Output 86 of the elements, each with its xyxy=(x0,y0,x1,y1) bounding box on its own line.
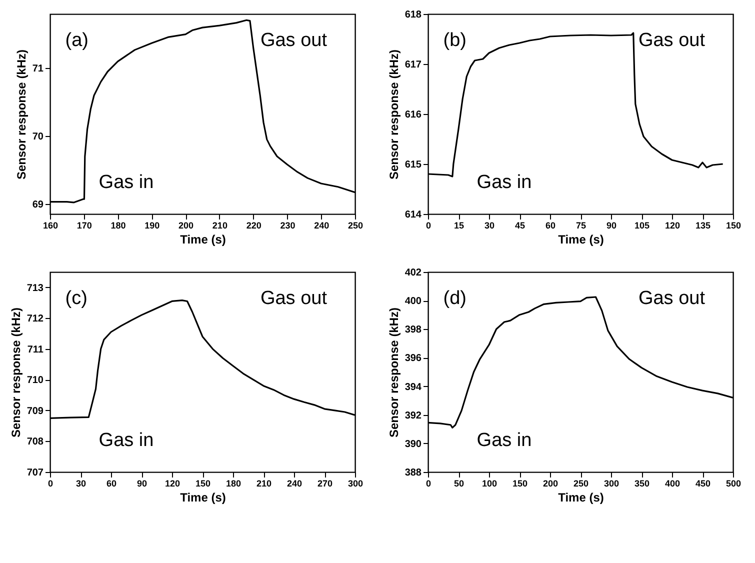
x-tick-label: 180 xyxy=(226,478,242,488)
x-tick-label: 75 xyxy=(576,220,586,230)
y-tick-label: 707 xyxy=(26,468,44,478)
y-tick-label: 402 xyxy=(404,268,422,278)
x-axis-title: Time (s) xyxy=(180,490,226,504)
annotation: (a) xyxy=(65,30,88,51)
x-tick-label: 90 xyxy=(136,478,148,488)
x-tick-label: 0 xyxy=(426,220,432,230)
annotation: Gas in xyxy=(98,172,154,193)
y-axis-title: Sensor response (kHz) xyxy=(386,49,401,180)
x-tick-label: 105 xyxy=(634,220,650,230)
x-tick-label: 220 xyxy=(246,220,262,230)
x-tick-label: 240 xyxy=(314,220,330,230)
x-tick-label: 450 xyxy=(695,478,711,488)
y-tick-label: 388 xyxy=(404,468,422,478)
x-tick-label: 400 xyxy=(664,478,680,488)
y-tick-label: 615 xyxy=(404,160,422,170)
y-tick-label: 713 xyxy=(26,282,44,294)
x-tick-label: 180 xyxy=(110,220,126,230)
y-tick-label: 616 xyxy=(404,110,422,120)
x-tick-label: 300 xyxy=(604,478,620,488)
y-tick-label: 398 xyxy=(404,324,422,336)
annotation: Gas out xyxy=(638,30,706,51)
y-tick-label: 614 xyxy=(404,210,422,220)
x-tick-label: 0 xyxy=(426,478,432,488)
x-tick-label: 270 xyxy=(317,478,333,488)
x-tick-label: 60 xyxy=(545,220,556,230)
x-tick-label: 15 xyxy=(454,220,464,230)
annotation: Gas in xyxy=(98,430,154,451)
y-tick-label: 709 xyxy=(26,406,44,417)
y-tick-label: 400 xyxy=(404,296,422,308)
x-tick-label: 45 xyxy=(514,220,526,230)
x-tick-label: 350 xyxy=(634,478,650,488)
y-tick-label: 394 xyxy=(404,382,422,393)
x-tick-label: 240 xyxy=(286,478,302,488)
x-tick-label: 0 xyxy=(48,478,54,488)
x-axis-title: Time (s) xyxy=(558,232,604,246)
x-tick-label: 500 xyxy=(726,478,742,488)
y-axis-title: Sensor response (kHz) xyxy=(8,307,23,438)
x-tick-label: 170 xyxy=(76,220,92,230)
x-tick-label: 230 xyxy=(280,220,296,230)
x-tick-label: 300 xyxy=(348,478,364,488)
x-tick-label: 200 xyxy=(178,220,194,230)
y-tick-label: 708 xyxy=(26,436,44,448)
y-axis-title: Sensor response (kHz) xyxy=(14,49,28,180)
y-tick-label: 396 xyxy=(404,353,422,364)
x-axis-title: Time (s) xyxy=(180,232,226,246)
annotation: Gas out xyxy=(260,288,328,309)
y-tick-label: 618 xyxy=(404,10,422,20)
x-tick-label: 135 xyxy=(695,220,711,230)
x-tick-label: 100 xyxy=(482,478,498,488)
annotation: (c) xyxy=(65,288,88,309)
x-tick-label: 250 xyxy=(348,220,364,230)
annotation: (b) xyxy=(443,30,466,51)
x-tick-label: 150 xyxy=(512,478,528,488)
y-tick-label: 710 xyxy=(26,375,44,386)
x-tick-label: 210 xyxy=(212,220,228,230)
x-tick-label: 190 xyxy=(144,220,160,230)
x-tick-label: 160 xyxy=(42,220,58,230)
y-tick-label: 392 xyxy=(404,410,422,422)
x-tick-label: 50 xyxy=(454,478,464,488)
y-tick-label: 71 xyxy=(32,64,44,75)
x-tick-label: 90 xyxy=(606,220,617,230)
x-tick-label: 200 xyxy=(542,478,558,488)
y-axis-title: Sensor response (kHz) xyxy=(386,307,401,438)
y-tick-label: 70 xyxy=(32,132,44,143)
x-tick-label: 30 xyxy=(76,478,86,488)
y-tick-label: 69 xyxy=(32,199,44,210)
annotation: Gas out xyxy=(638,288,706,309)
y-tick-label: 390 xyxy=(404,438,422,450)
x-tick-label: 60 xyxy=(106,478,117,488)
annotation: Gas out xyxy=(260,30,328,51)
annotation: Gas in xyxy=(476,430,532,451)
x-tick-label: 30 xyxy=(484,220,495,230)
y-tick-label: 711 xyxy=(27,344,44,356)
x-tick-label: 120 xyxy=(664,220,680,230)
x-tick-label: 150 xyxy=(726,220,742,230)
x-tick-label: 150 xyxy=(195,478,211,488)
x-tick-label: 120 xyxy=(164,478,180,488)
x-tick-label: 250 xyxy=(573,478,589,488)
annotation: Gas in xyxy=(476,172,532,193)
x-tick-label: 210 xyxy=(256,478,272,488)
y-tick-label: 712 xyxy=(26,314,44,325)
annotation: (d) xyxy=(443,288,466,309)
x-axis-title: Time (s) xyxy=(558,490,604,504)
y-tick-label: 617 xyxy=(404,60,422,70)
